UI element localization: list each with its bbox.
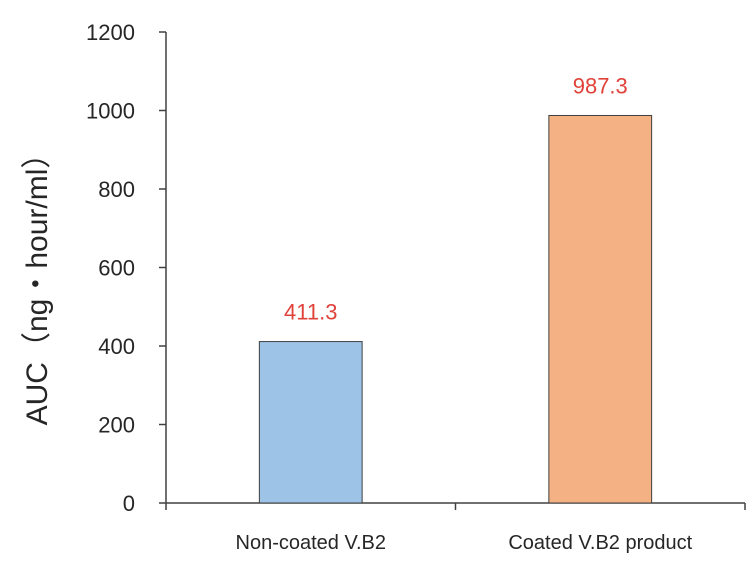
- y-tick-label: 1200: [86, 20, 135, 45]
- y-axis: 0 200 400 600 800 1000 1200: [86, 20, 167, 516]
- bar-value-label: 411.3: [284, 300, 337, 325]
- bar: [258, 341, 363, 504]
- y-tick-label: 400: [98, 334, 135, 359]
- y-tick-label: 600: [98, 256, 135, 281]
- y-tick-label: 200: [98, 413, 135, 438]
- y-tick-label: 800: [98, 177, 135, 202]
- bar: [548, 114, 653, 504]
- bars: [258, 114, 653, 504]
- x-axis: Non-coated V.B2 Coated V.B2 product: [165, 502, 746, 554]
- x-category-label: Non-coated V.B2: [236, 532, 386, 554]
- y-axis-title: AUC（ng・hour/ml）: [21, 139, 54, 426]
- y-tick-label: 1000: [86, 99, 135, 124]
- data-labels: 411.3 987.3: [284, 73, 628, 324]
- x-category-label: Coated V.B2 product: [508, 532, 692, 554]
- bar-value-label: 987.3: [573, 73, 628, 98]
- y-tick-label: 0: [123, 491, 135, 516]
